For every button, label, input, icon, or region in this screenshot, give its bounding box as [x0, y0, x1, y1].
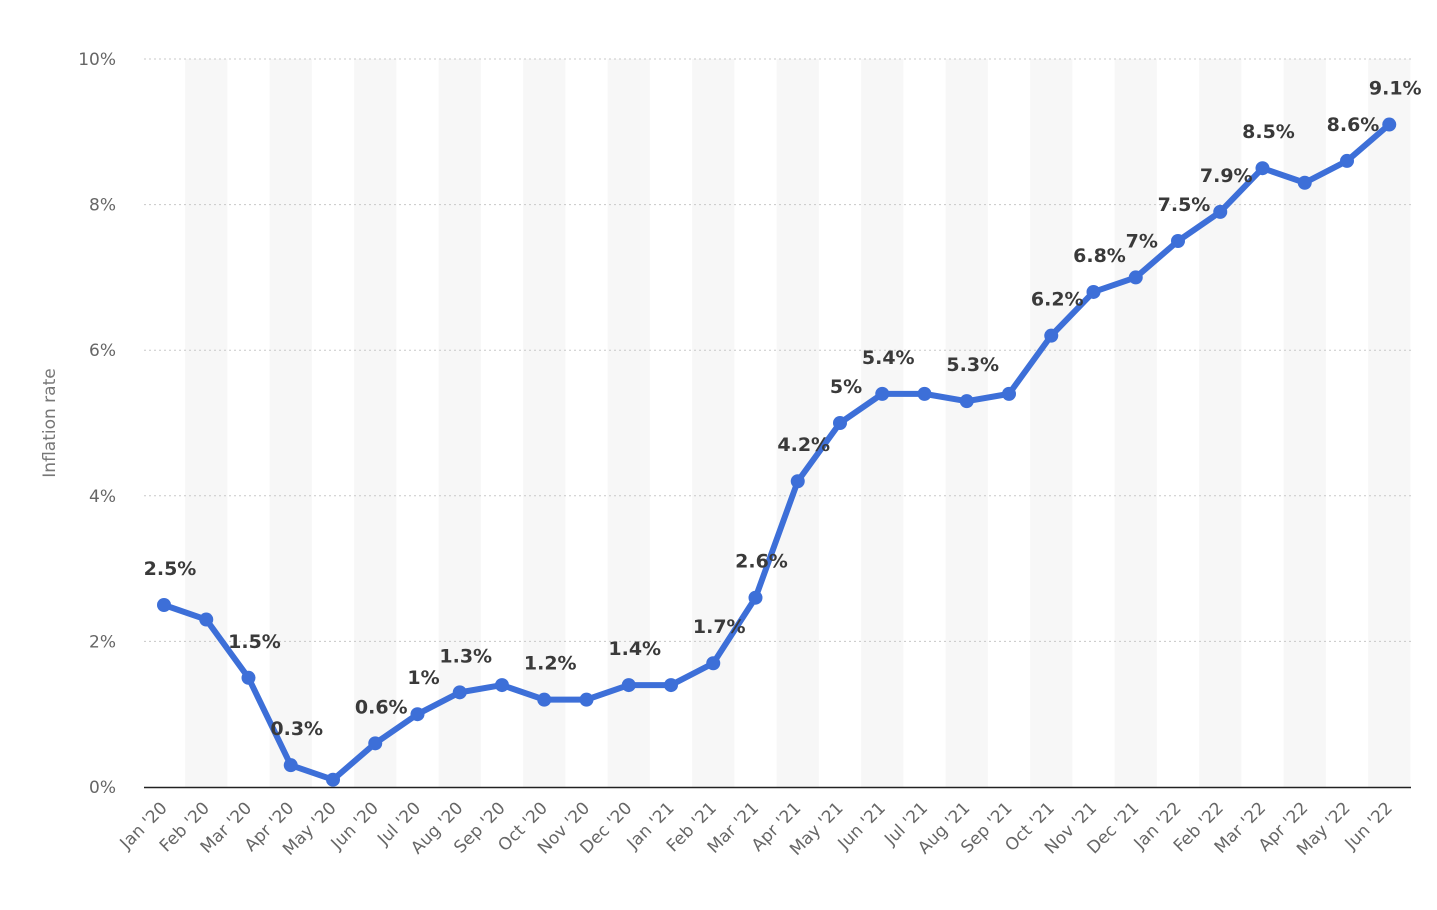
category-band [1114, 59, 1157, 787]
data-label: 1.3% [439, 645, 492, 667]
data-label: 4.2% [777, 434, 830, 456]
data-label: 1.5% [228, 631, 281, 653]
y-tick-label: 4% [89, 487, 116, 507]
data-point [452, 685, 467, 700]
data-point [959, 394, 974, 409]
data-point [326, 772, 340, 787]
data-point [241, 670, 256, 685]
data-label: 5% [830, 376, 862, 398]
data-point [368, 736, 383, 751]
category-band [438, 59, 481, 787]
data-point [495, 678, 509, 693]
x-tick-label: Jun '21 [834, 798, 890, 854]
data-point [410, 707, 425, 722]
category-band [692, 59, 735, 787]
category-band [523, 59, 566, 787]
data-label: 6.8% [1073, 245, 1126, 267]
data-label: 8.5% [1242, 121, 1295, 143]
category-band [776, 59, 819, 787]
data-label: 5.3% [946, 354, 999, 376]
data-point [1382, 117, 1397, 132]
data-point [537, 692, 552, 707]
data-point [875, 386, 890, 401]
category-band [1283, 59, 1326, 787]
category-band [1199, 59, 1242, 787]
data-label: 1.7% [693, 616, 746, 638]
x-tick-label: Jun '20 [327, 798, 383, 854]
data-point [1086, 284, 1101, 299]
data-label: 2.6% [735, 551, 788, 573]
data-label: 1.2% [524, 653, 577, 675]
data-point [199, 612, 214, 627]
data-label: 1% [407, 667, 439, 689]
data-point [833, 416, 847, 430]
data-point [1002, 386, 1016, 401]
data-point [1213, 204, 1228, 219]
data-point [790, 474, 805, 489]
series-line [161, 121, 1393, 783]
data-point [283, 758, 298, 773]
data-label: 7.9% [1200, 165, 1253, 187]
data-point [1128, 270, 1143, 285]
y-tick-label: 0% [89, 778, 116, 798]
data-point [157, 598, 171, 612]
alternating-bands [185, 59, 1411, 787]
data-label: 9.1% [1369, 78, 1422, 100]
y-tick-label: 2% [89, 632, 116, 652]
category-band [1368, 59, 1411, 787]
category-band [269, 59, 312, 787]
data-point [748, 590, 763, 605]
category-band [607, 59, 650, 787]
data-point [579, 692, 594, 707]
data-point [621, 678, 636, 693]
series-group [157, 117, 1397, 787]
data-label: 7.5% [1158, 194, 1211, 216]
y-gridlines [144, 58, 1411, 642]
category-band [861, 59, 904, 787]
data-point [1171, 234, 1185, 248]
data-label: 0.3% [270, 718, 323, 740]
data-label: 2.5% [144, 558, 197, 580]
y-tick-label: 8% [89, 196, 116, 216]
data-label: 0.6% [355, 696, 408, 718]
data-label: 7% [1126, 230, 1158, 252]
category-band [354, 59, 397, 787]
y-tick-label: 6% [89, 341, 116, 361]
data-point [1340, 153, 1354, 168]
data-point [664, 678, 678, 693]
y-axis-title: Inflation rate [40, 368, 60, 477]
y-tick-label: 10% [78, 50, 116, 70]
data-point [1044, 328, 1059, 343]
data-label: 5.4% [862, 347, 915, 369]
y-axis-ticks: 0% 2% 4% 6% 8% 10% [78, 50, 116, 798]
category-band [945, 59, 988, 787]
data-label: 6.2% [1031, 289, 1084, 311]
category-band [185, 59, 228, 787]
data-point [1255, 161, 1270, 176]
data-label: 8.6% [1327, 114, 1380, 136]
data-point [706, 656, 721, 671]
data-point [1297, 175, 1312, 190]
x-tick-label: Jun '22 [1341, 798, 1397, 854]
data-label: 1.4% [608, 638, 661, 660]
data-point [917, 386, 932, 401]
category-band [1030, 59, 1073, 787]
data-labels: 2.5% 1.5% 0.3% 0.6% 1%1.3% 1.2% 1.4% 1.7% 2.6% 4.… [144, 78, 1422, 741]
